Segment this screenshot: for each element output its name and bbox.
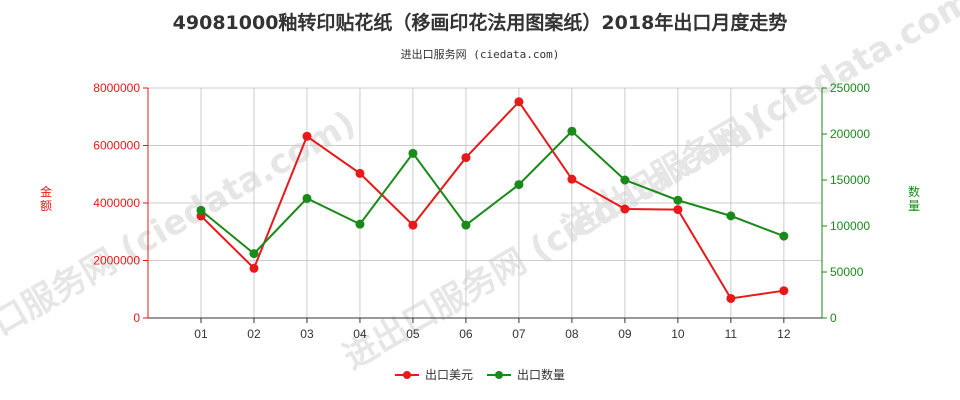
series-line-quantity [200,129,785,255]
left-tick-label: 0 [133,311,140,325]
left-tick-label: 4000000 [93,196,140,210]
data-point-amount [673,205,683,215]
data-point-amount [514,97,524,107]
legend-item[interactable]: 出口数量 [487,367,565,382]
data-point-amount [249,263,259,273]
legend-marker [403,371,411,379]
series-line-amount [200,100,784,300]
x-tick-label: 08 [565,327,579,341]
data-point-quantity [567,126,577,136]
data-point-amount [302,131,312,141]
data-point-quantity [673,195,683,205]
x-tick-label: 04 [353,327,367,341]
left-axis-title: 金额 [40,184,52,213]
x-tick-label: 03 [300,327,314,341]
data-point-quantity [620,175,630,185]
data-point-quantity [249,249,259,259]
left-tick-label: 6000000 [93,139,140,153]
left-tick-label: 8000000 [93,81,140,95]
data-point-quantity [355,219,365,229]
data-point-amount [567,174,577,184]
chart-title: 49081000釉转印贴花纸（移画印花法用图案纸）2018年出口月度走势 [172,12,788,34]
watermark-layer: 进出口服务网 (ciedata.com)进出口服务网 (ciedata.com)… [0,0,960,378]
data-point-quantity [302,193,312,203]
series-layer [196,97,789,303]
right-tick-label: 0 [830,311,837,325]
x-tick-label: 06 [459,327,473,341]
data-point-amount [355,168,365,178]
right-tick-label: 100000 [830,219,870,233]
right-tick-label: 250000 [830,81,870,95]
data-point-amount [408,220,418,230]
data-point-quantity [196,205,206,215]
x-tick-label: 10 [671,327,685,341]
watermark-text: 进出口服务网 (ciedata.com) [557,0,960,248]
right-tick-label: 50000 [830,265,864,279]
x-tick-label: 11 [725,327,738,341]
legend[interactable]: 出口美元 出口数量 [395,367,565,382]
data-point-amount [461,153,471,163]
right-axis-title: 数量 [908,184,920,213]
data-point-quantity [461,220,471,230]
x-tick-label: 05 [406,327,420,341]
legend-marker [495,371,503,379]
x-tick-label: 07 [512,327,526,341]
data-point-quantity [514,180,524,190]
right-tick-label: 150000 [830,173,870,187]
data-point-quantity [408,148,418,158]
x-tick-label: 02 [247,327,261,341]
legend-label: 出口数量 [517,367,565,382]
x-tick-label: 01 [194,327,208,341]
axes: 0 2000000 4000000 6000000 8000000 0 50000 10000… [40,81,920,341]
left-tick-label: 2000000 [93,254,140,268]
legend-item[interactable]: 出口美元 [395,368,473,382]
data-point-amount [620,204,630,214]
data-point-amount [726,293,736,303]
x-tick-label: 09 [618,327,632,341]
x-tick-label: 12 [777,327,791,341]
chart-subtitle: 进出口服务网 (ciedata.com) [400,48,560,61]
data-point-amount [779,286,789,296]
legend-label: 出口美元 [425,368,473,382]
data-point-quantity [726,211,736,221]
right-tick-label: 200000 [830,127,870,141]
data-point-quantity [779,231,789,241]
